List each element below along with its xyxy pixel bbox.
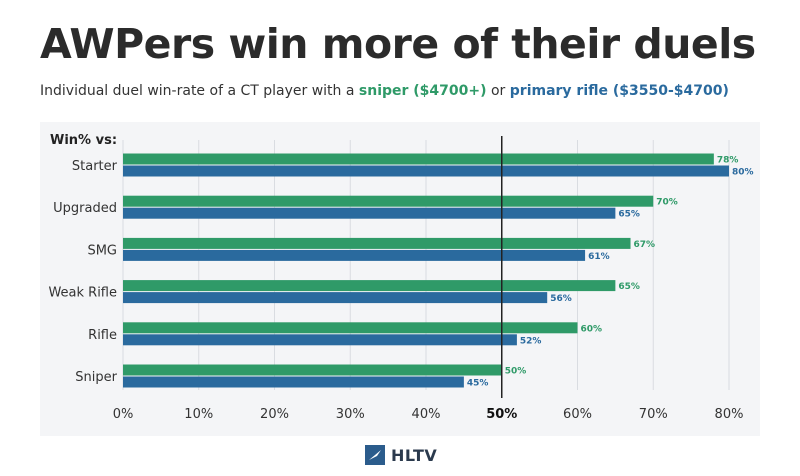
bar (123, 195, 654, 207)
data-label: 52% (520, 336, 542, 346)
bar (123, 280, 616, 292)
data-label: 80% (732, 168, 754, 178)
data-label: 65% (618, 282, 640, 292)
x-tick-label: 40% (412, 407, 441, 422)
bar (123, 334, 517, 346)
subtitle-series-rifle: primary rifle ($3550-$4700) (509, 83, 729, 99)
bar (123, 237, 631, 249)
data-label: 45% (467, 379, 489, 389)
bar (123, 249, 586, 261)
subtitle-mid: or (486, 83, 510, 99)
x-tick-label: 30% (336, 407, 365, 422)
bar (123, 153, 714, 165)
x-tick-label: 10% (184, 407, 213, 422)
x-tick-label: 20% (260, 407, 289, 422)
category-label: Starter (72, 159, 118, 174)
data-label: 78% (717, 156, 739, 166)
x-tick-label: 50% (486, 407, 517, 422)
category-label: Upgraded (53, 201, 117, 216)
bar (123, 207, 616, 219)
category-label: Weak Rifle (48, 286, 117, 301)
data-label: 56% (550, 294, 572, 304)
x-tick-label: 60% (563, 407, 592, 422)
hltv-logo-icon (365, 445, 385, 465)
bar-chart: 0% 10% 20% 30% 40% 50% 60% 70% 80% Win% vs: Starte… (48, 133, 754, 422)
hltv-logo: HLTV (365, 445, 437, 465)
category-label: SMG (87, 243, 117, 258)
data-label: 67% (634, 240, 656, 250)
bar (123, 322, 578, 334)
chart-subtitle: Individual duel win-rate of a CT player … (40, 83, 729, 99)
x-tick-label: 70% (639, 407, 668, 422)
data-label: 50% (505, 367, 527, 377)
logo-text: HLTV (391, 445, 438, 465)
subtitle-series-sniper: sniper ($4700+) (358, 83, 487, 99)
category-label: Sniper (75, 370, 117, 385)
data-label: 60% (581, 324, 603, 334)
data-label: 61% (588, 252, 610, 262)
chart-title: AWPers win more of their duels (40, 20, 756, 68)
subtitle-prefix: Individual duel win-rate of a CT player … (40, 83, 359, 99)
data-label: 65% (618, 210, 640, 220)
bar (123, 292, 548, 304)
chart-panel: 0% 10% 20% 30% 40% 50% 60% 70% 80% Win% vs: Starte… (40, 122, 760, 436)
bar (123, 376, 464, 388)
data-label: 70% (656, 198, 678, 208)
x-tick-label: 0% (113, 407, 134, 422)
x-tick-label: 80% (715, 407, 744, 422)
y-axis-header: Win% vs: (50, 133, 117, 148)
bar (123, 165, 729, 177)
bar (123, 364, 502, 376)
category-label: Rifle (88, 328, 117, 343)
